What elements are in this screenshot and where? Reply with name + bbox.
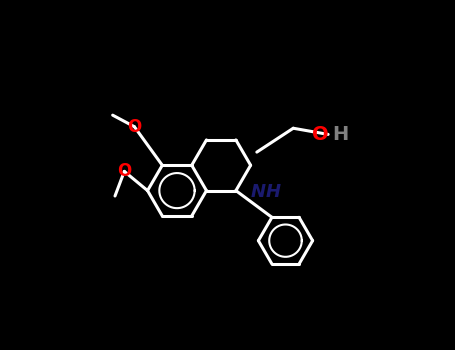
Text: O: O (312, 125, 329, 144)
Text: H: H (333, 125, 349, 144)
Text: H: H (266, 183, 281, 201)
Text: N: N (251, 183, 266, 201)
Text: O: O (127, 118, 142, 136)
Text: O: O (117, 162, 131, 180)
